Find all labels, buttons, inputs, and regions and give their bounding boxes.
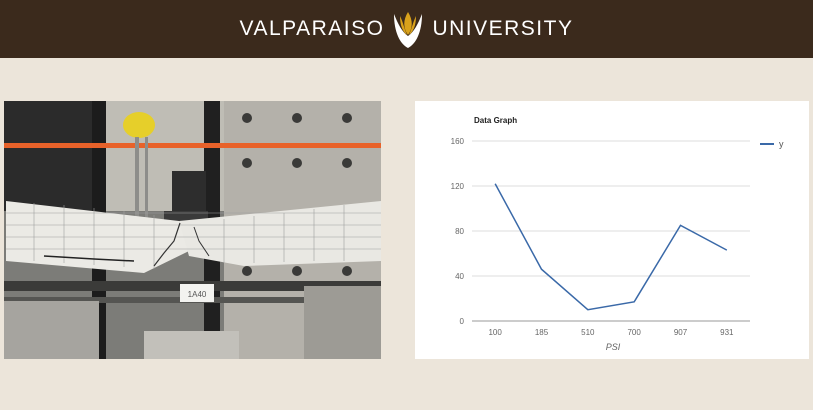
- photo-illustration: 1A40: [4, 101, 381, 359]
- y-tick-label: 80: [455, 227, 464, 236]
- x-tick-label: 907: [674, 328, 688, 337]
- x-tick-label: 185: [535, 328, 549, 337]
- chart-title: Data Graph: [474, 116, 518, 125]
- photo-tag-label: 1A40: [188, 290, 207, 299]
- x-tick-label: 100: [488, 328, 502, 337]
- x-tick-label: 700: [627, 328, 641, 337]
- x-tick-label: 931: [720, 328, 734, 337]
- torch-flame-icon: [394, 12, 423, 48]
- data-graph-panel: Data Graph y 0 40 80 120 160 100 185 510 700 907…: [415, 101, 809, 359]
- series-line-0: [494, 183, 728, 311]
- y-tick-label: 160: [451, 137, 465, 146]
- legend-label: y: [779, 139, 784, 149]
- line-chart: 0 40 80 120 160 100 185 510 700 907 931 PSI: [451, 137, 750, 352]
- y-tick-label: 120: [451, 182, 465, 191]
- x-axis-label: PSI: [606, 342, 621, 352]
- y-tick-label: 40: [455, 272, 464, 281]
- header-word-right: UNIVERSITY: [432, 17, 574, 40]
- concrete-beam-test-photo: 1A40: [4, 101, 381, 359]
- legend-swatch: [760, 143, 774, 145]
- y-tick-label: 0: [460, 317, 465, 326]
- site-header: VALPARAISO UNIVERSITY: [0, 0, 813, 58]
- header-word-left: VALPARAISO: [239, 17, 385, 40]
- x-tick-label: 510: [581, 328, 595, 337]
- chart-legend: y: [760, 139, 784, 149]
